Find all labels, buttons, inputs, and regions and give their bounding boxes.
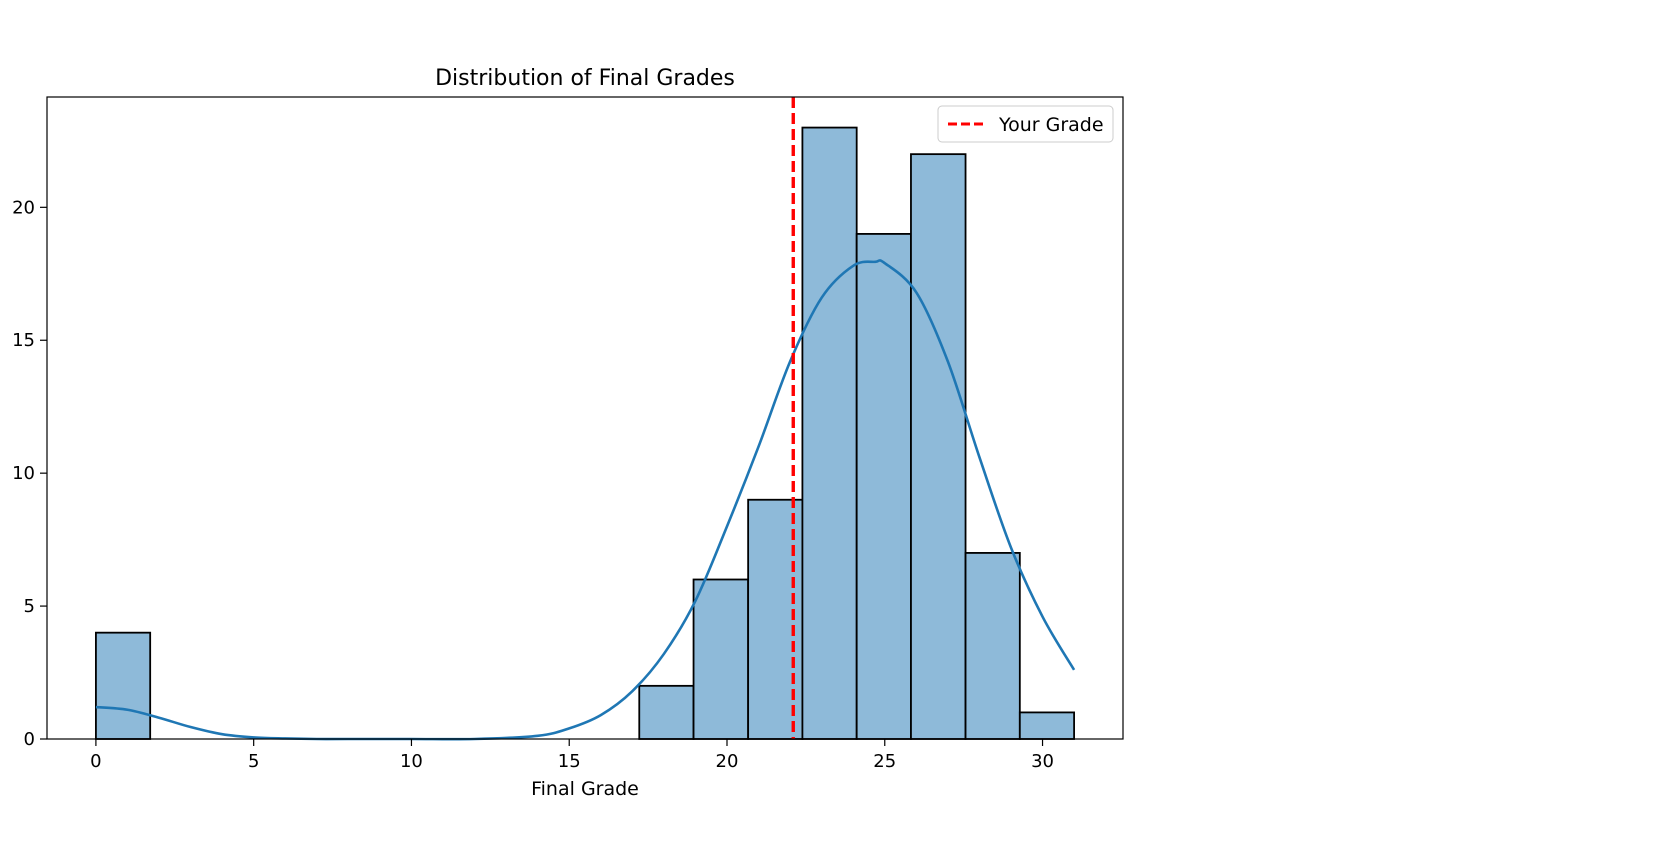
x-tick-label-15: 15	[558, 751, 581, 772]
histogram-bar-17	[1018, 711, 1075, 740]
y-tick-label-15: 15	[12, 330, 35, 351]
x-tick-label-25: 25	[873, 751, 896, 772]
kde-curve	[95, 259, 1076, 741]
plot-area-frame	[46, 96, 1124, 740]
x-tick-label-5: 5	[248, 751, 259, 772]
legend-box	[937, 105, 1114, 143]
y-tick-label-10: 10	[12, 463, 35, 484]
x-tick-label-10: 10	[400, 751, 423, 772]
histogram-bar-16	[964, 552, 1021, 740]
chart-title: Distribution of Final Grades	[435, 66, 735, 91]
histogram-bar-0	[95, 631, 152, 740]
histogram-bar-15	[910, 153, 967, 740]
y-axis-ticks: 0 5 10 15 20	[12, 197, 47, 750]
legend: Your Grade	[937, 105, 1114, 143]
histogram-bar-11	[692, 578, 750, 740]
x-axis-label: Final Grade	[531, 778, 639, 800]
histogram-bar-14	[855, 233, 912, 740]
legend-label-your-grade: Your Grade	[998, 114, 1104, 136]
y-tick-label-20: 20	[12, 197, 35, 218]
x-tick-label-30: 30	[1031, 751, 1054, 772]
y-tick-label-0: 0	[24, 729, 35, 750]
kde-curve-group	[95, 259, 1076, 741]
x-axis-ticks: 0 5 10 15 20 25 30	[90, 739, 1054, 772]
histogram-bars	[95, 126, 1075, 740]
histogram-bar-10	[638, 684, 695, 740]
x-tick-label-0: 0	[90, 751, 101, 772]
y-tick-label-5: 5	[24, 596, 35, 617]
x-tick-label-20: 20	[716, 751, 739, 772]
histogram-bar-13	[801, 126, 858, 740]
